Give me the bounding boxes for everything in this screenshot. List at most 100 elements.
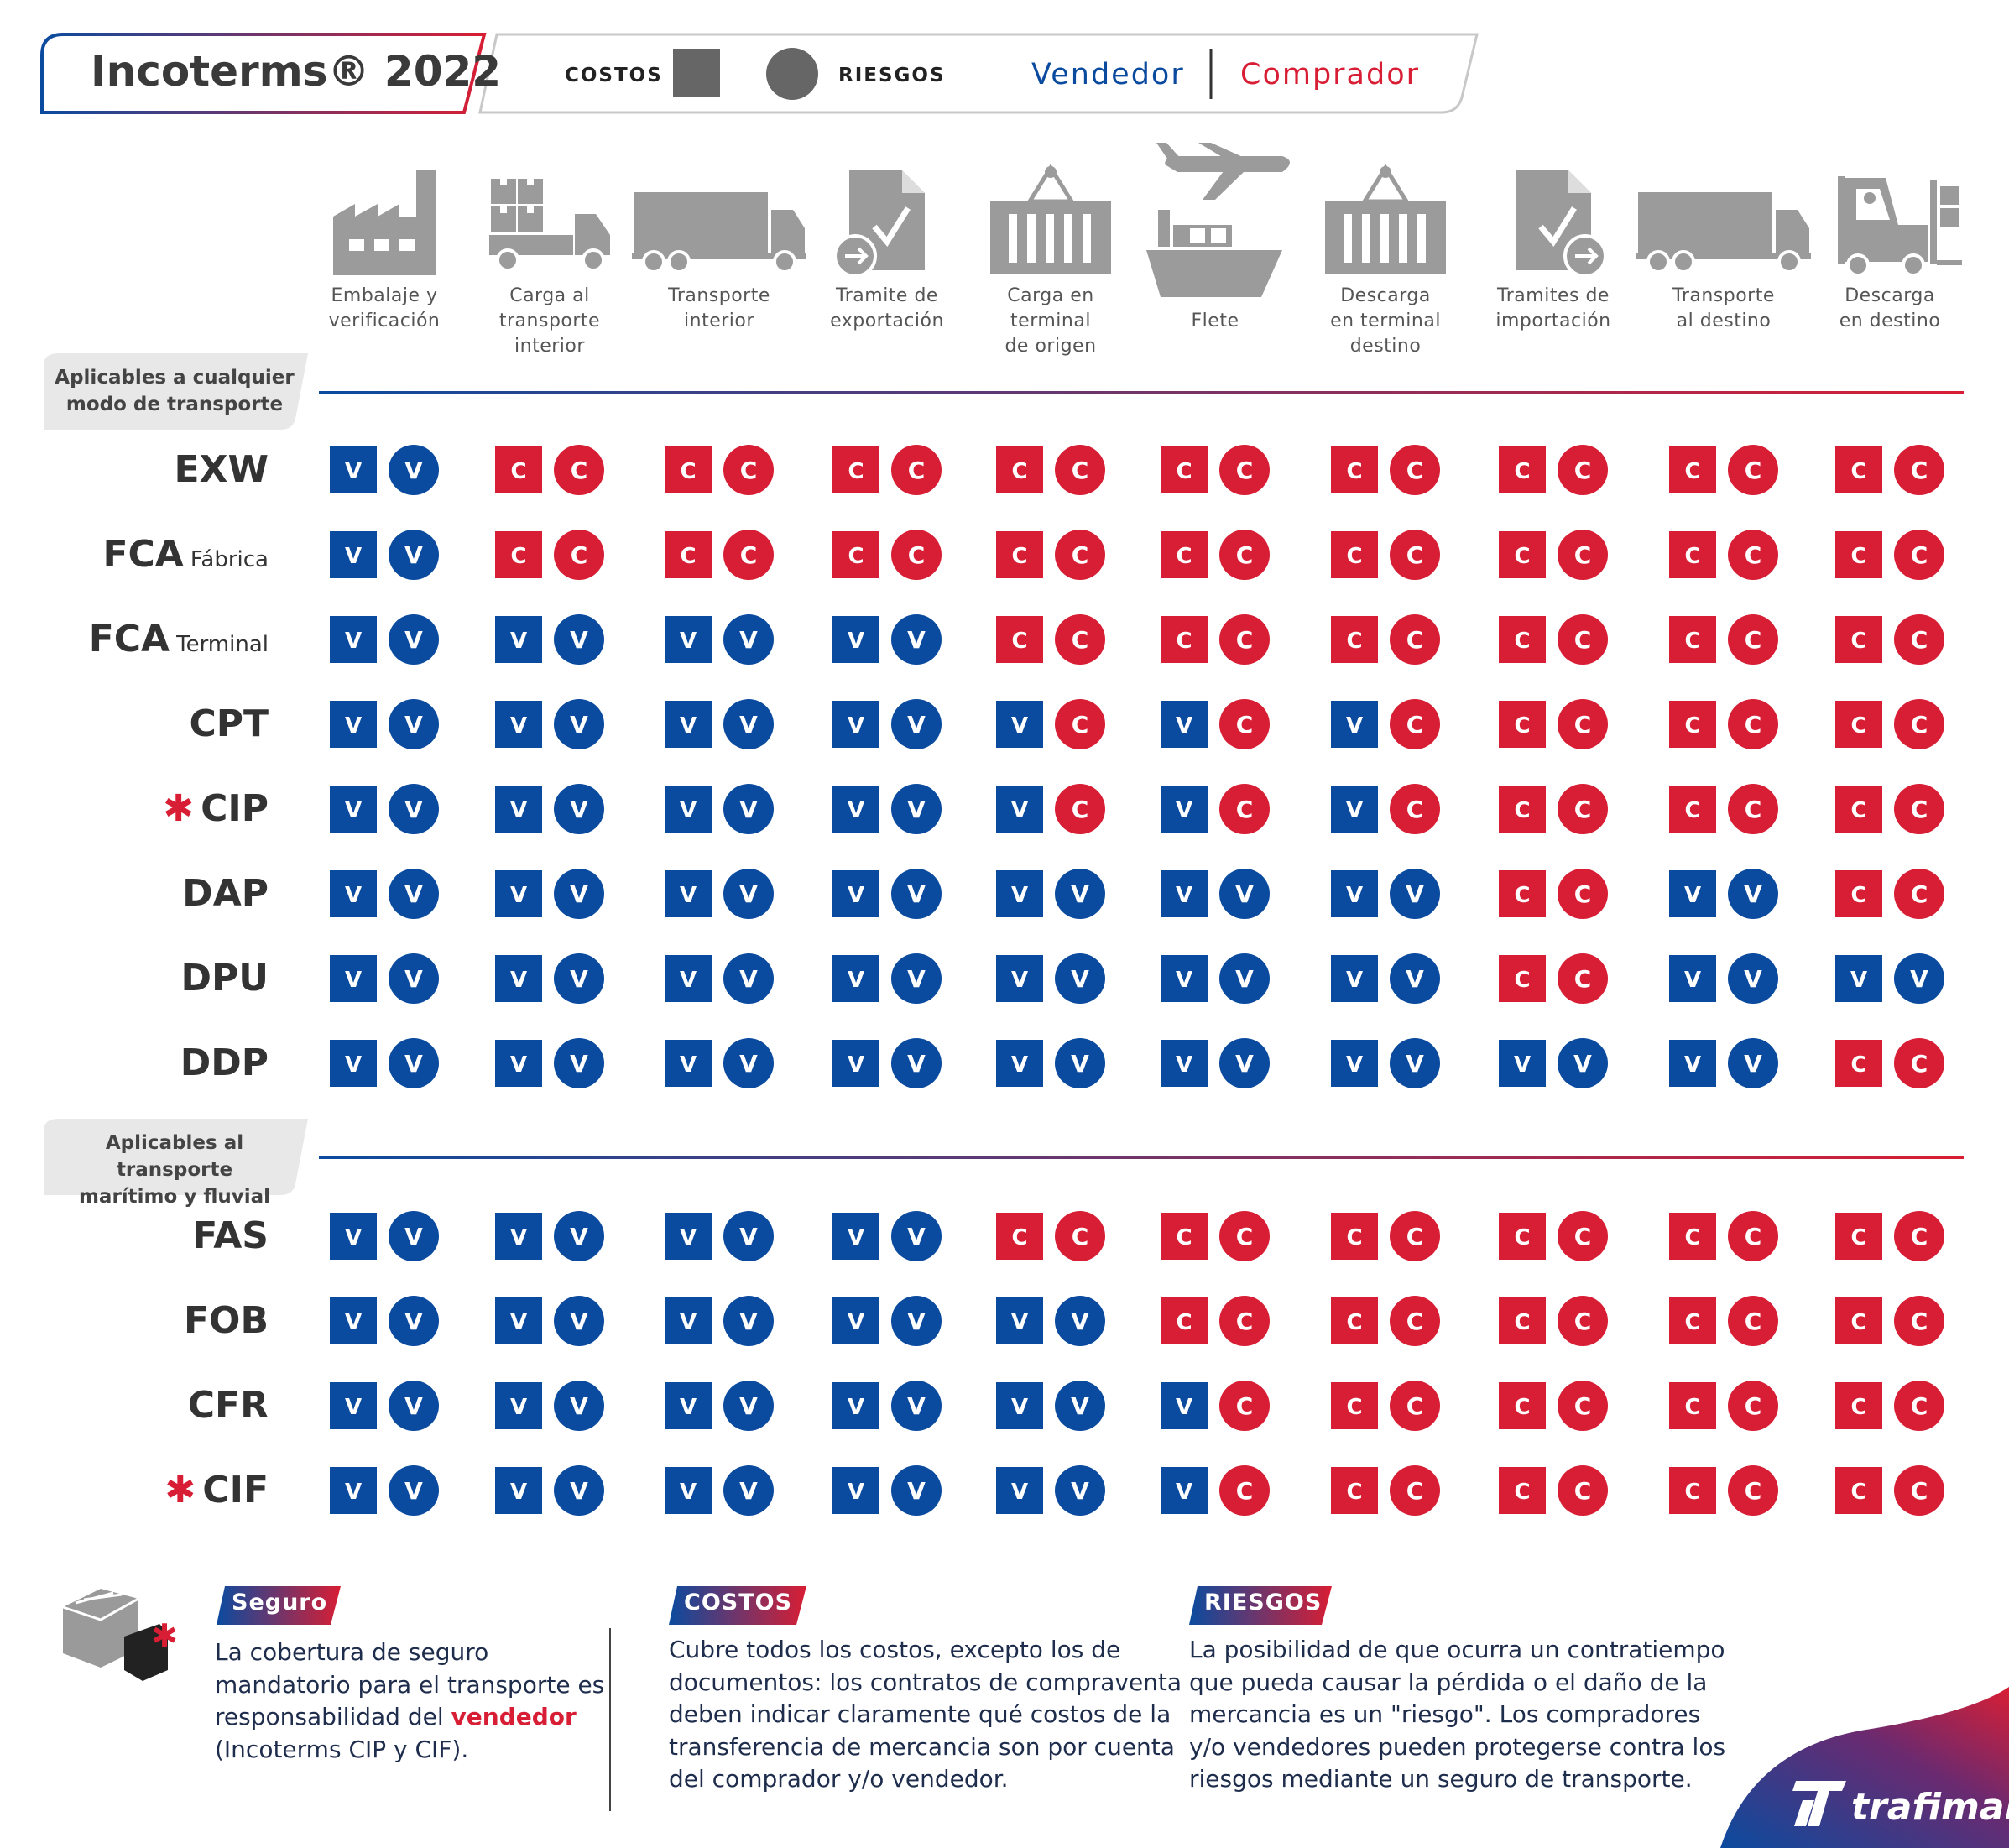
cost-square xyxy=(495,870,542,917)
cost-square xyxy=(996,701,1043,748)
incoterm-name: CIF xyxy=(202,1469,269,1511)
risk-letter: V xyxy=(907,1308,926,1335)
stage-icon xyxy=(1325,164,1446,274)
cost-square xyxy=(996,1467,1043,1514)
cost-letter: C xyxy=(1514,629,1530,654)
cost-letter: V xyxy=(680,713,697,739)
cost-letter: V xyxy=(1346,968,1363,993)
stage-icon xyxy=(1838,176,1962,277)
risk-letter: C xyxy=(1574,965,1592,993)
cost-letter: C xyxy=(680,544,696,569)
cost-square xyxy=(996,446,1043,493)
icon-shape xyxy=(1776,210,1809,253)
cost-letter: C xyxy=(1684,713,1700,739)
cost-letter: V xyxy=(1176,1395,1192,1420)
risk-circle xyxy=(1390,869,1440,919)
cost-square xyxy=(1669,1040,1716,1087)
cost-square xyxy=(832,1297,879,1344)
cost-square xyxy=(330,1040,377,1087)
row-label: ✱ CIF xyxy=(0,1465,269,1516)
cost-square xyxy=(665,1213,712,1260)
row-label: FAS xyxy=(0,1211,269,1261)
risk-letter: C xyxy=(1574,626,1592,654)
cost-letter: C xyxy=(1514,1480,1530,1505)
row-label: DAP xyxy=(0,869,269,919)
risk-letter: C xyxy=(1574,1223,1592,1250)
cost-square xyxy=(1669,786,1716,833)
risk-letter: V xyxy=(1744,1050,1762,1078)
cost-square xyxy=(665,1382,712,1429)
section-rule xyxy=(319,1156,1964,1159)
risk-letter: V xyxy=(1071,880,1089,908)
risk-circle xyxy=(389,614,439,665)
section-label: Aplicables a cualquier modo de transport… xyxy=(55,367,295,415)
cost-square xyxy=(1331,1467,1378,1514)
risk-letter: V xyxy=(404,965,423,993)
risk-letter: C xyxy=(1911,1477,1928,1505)
risk-letter: C xyxy=(1072,796,1089,823)
insurance-text-part: (Incoterms CIP y CIF). xyxy=(215,1735,469,1763)
legend-risk-circle xyxy=(766,48,818,100)
cost-letter: C xyxy=(1176,1310,1192,1335)
cost-letter: V xyxy=(848,798,864,823)
risk-letter: C xyxy=(1745,457,1762,484)
cost-letter: V xyxy=(680,1480,697,1505)
risk-letter: C xyxy=(1406,1308,1424,1335)
cost-letter: C xyxy=(1346,629,1362,654)
risk-letter: V xyxy=(739,880,758,908)
risk-circle xyxy=(1219,1465,1270,1516)
cost-letter: V xyxy=(345,1480,362,1505)
row-label: CFR xyxy=(0,1381,269,1431)
cost-letter: C xyxy=(1850,459,1866,484)
risk-circle xyxy=(554,445,604,495)
cost-square xyxy=(1499,531,1546,578)
risk-letter: V xyxy=(907,626,926,654)
cost-square xyxy=(1669,870,1716,917)
cost-letter: V xyxy=(1011,883,1028,908)
risk-letter: V xyxy=(1406,965,1424,993)
cost-square xyxy=(1499,1467,1546,1514)
risk-circle xyxy=(723,1211,774,1261)
risk-circle xyxy=(1558,445,1608,495)
risk-circle xyxy=(1894,614,1944,665)
cost-letter: C xyxy=(1346,1480,1362,1505)
risk-letter: V xyxy=(404,880,423,908)
costs-text: Cubre todos los costos, excepto los de d… xyxy=(669,1636,1182,1793)
risk-letter: C xyxy=(1406,541,1424,569)
risk-circle xyxy=(1390,1038,1440,1088)
icon-shape xyxy=(632,253,806,259)
cost-letter: V xyxy=(848,1480,864,1505)
risk-letter: C xyxy=(1072,457,1089,484)
stage-icon xyxy=(990,164,1111,274)
risk-letter: V xyxy=(739,1223,758,1250)
risk-circle xyxy=(1219,1296,1270,1346)
insurance-icon-mark: ✱ xyxy=(151,1617,178,1654)
cost-square xyxy=(495,955,542,1002)
risk-letter: C xyxy=(1574,880,1592,908)
risk-circle xyxy=(1390,1381,1440,1431)
insurance-emphasis: vendedor xyxy=(451,1703,577,1731)
risk-circle xyxy=(723,614,774,665)
icon-shape xyxy=(1190,228,1205,243)
risk-circle xyxy=(1894,1038,1944,1088)
risk-letter: V xyxy=(404,1477,423,1505)
cost-letter: V xyxy=(510,713,527,739)
icon-shape xyxy=(500,179,507,185)
cost-letter: V xyxy=(1684,883,1701,908)
risk-letter: C xyxy=(1236,1392,1254,1420)
icon-shape xyxy=(1344,214,1352,263)
risk-circle xyxy=(1055,869,1105,919)
cost-square xyxy=(495,1467,542,1514)
risk-circle xyxy=(389,1211,439,1261)
icon-shape xyxy=(1838,176,1845,264)
cost-letter: V xyxy=(848,1052,864,1078)
cost-letter: C xyxy=(1850,1225,1866,1250)
risk-letter: V xyxy=(404,1223,423,1250)
cost-letter: C xyxy=(1850,629,1866,654)
risk-letter: C xyxy=(1745,711,1762,739)
icon-shape xyxy=(1638,192,1772,253)
risk-circle xyxy=(1219,1038,1270,1088)
risk-circle xyxy=(1894,1465,1944,1516)
icon-shape xyxy=(1046,214,1054,263)
cost-letter: V xyxy=(510,1052,527,1078)
